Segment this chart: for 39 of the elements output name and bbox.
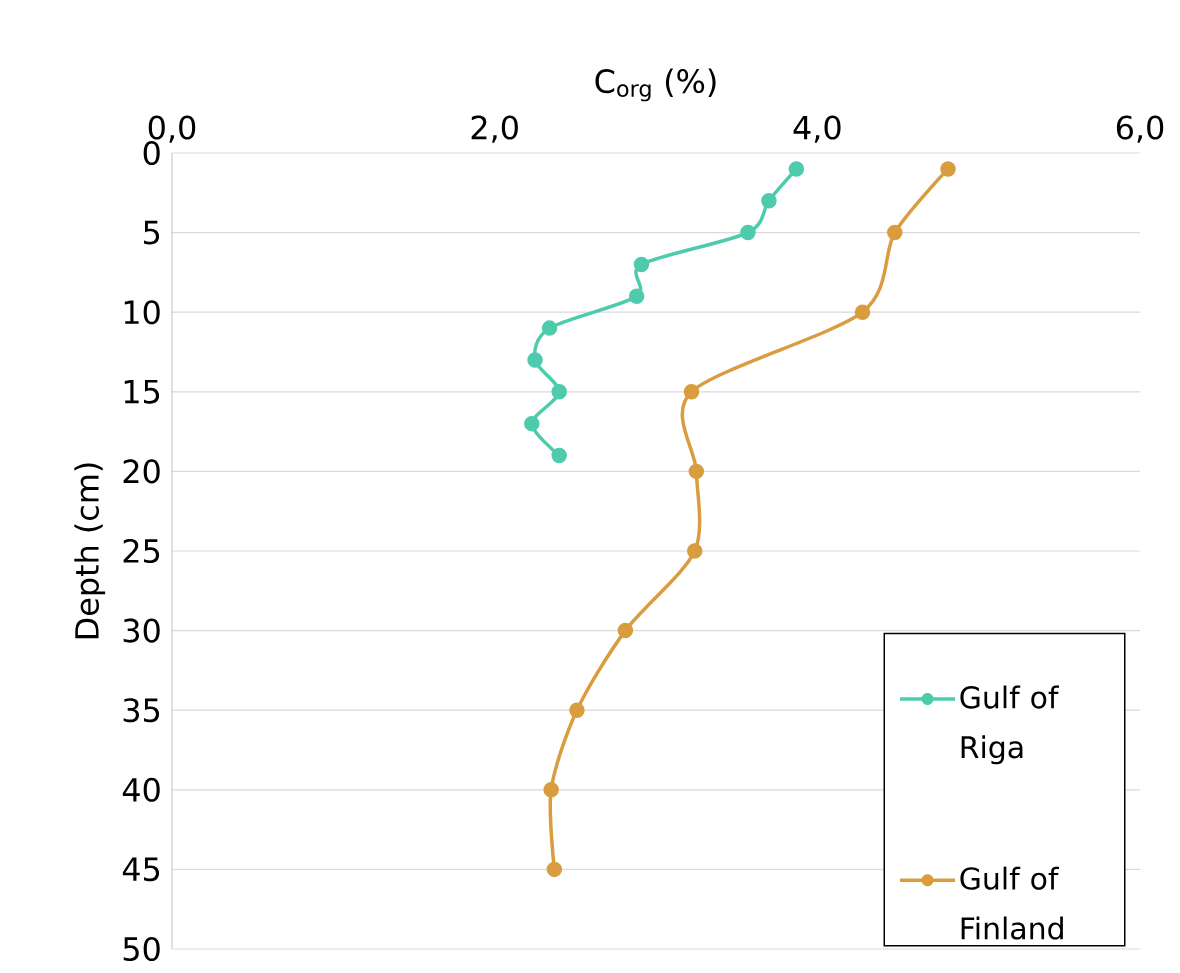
point <box>940 161 956 177</box>
legend-label: Gulf of Finland <box>960 866 1063 940</box>
x-axis-title: C$_{org}$ (%) <box>595 68 716 102</box>
point <box>854 304 871 320</box>
y-tick-label: 40 <box>122 777 160 802</box>
point <box>551 447 567 464</box>
point <box>683 384 700 400</box>
y-tick-label: 20 <box>123 459 160 484</box>
point <box>541 320 558 336</box>
point <box>686 543 703 559</box>
point <box>740 224 756 241</box>
point <box>887 224 903 241</box>
x-tick-label: 0,0 <box>148 115 196 143</box>
legend-label: Gulf of Riga <box>960 685 1060 765</box>
point <box>569 702 585 718</box>
y-tick-label: 35 <box>123 698 160 723</box>
x-tick-label: 4,0 <box>793 115 841 143</box>
y-tick-label: 25 <box>123 538 160 564</box>
y-tick-label: 45 <box>122 857 160 882</box>
y-tick-label: 30 <box>123 618 160 643</box>
point <box>617 622 634 639</box>
x-tick-label: 6,0 <box>1116 115 1164 143</box>
point <box>543 782 559 798</box>
y-tick-label: 10 <box>124 300 160 325</box>
point <box>524 415 540 432</box>
point <box>551 384 567 400</box>
point <box>788 161 805 177</box>
y-axis-title: Depth (cm) <box>74 463 106 639</box>
point <box>527 352 543 368</box>
point <box>688 463 705 480</box>
point <box>546 861 563 878</box>
point <box>633 256 650 273</box>
y-tick-label: 0 <box>143 140 160 166</box>
y-tick-label: 5 <box>144 220 160 245</box>
point <box>761 193 777 209</box>
x-tick-label: 2,0 <box>471 115 518 143</box>
y-tick-label: 50 <box>123 936 160 962</box>
y-tick-label: 15 <box>124 379 160 404</box>
point <box>628 288 645 305</box>
